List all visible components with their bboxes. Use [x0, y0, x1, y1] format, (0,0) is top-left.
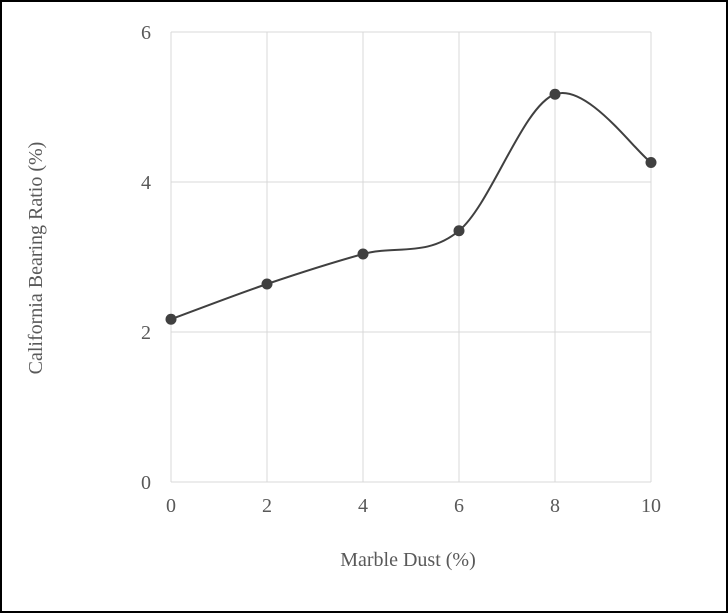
x-tick-label: 10	[641, 495, 661, 517]
data-point-marker	[645, 157, 657, 168]
data-point-marker	[357, 248, 369, 260]
tick-labels: 0 2 4 6 8 10 0 2 4 6	[141, 22, 661, 517]
y-tick-label: 0	[141, 472, 151, 494]
data-point-marker	[261, 278, 273, 290]
x-axis-title: Marble Dust (%)	[340, 549, 476, 571]
x-tick-label: 2	[262, 495, 272, 517]
y-axis-title: California Bearing Ratio (%)	[25, 142, 47, 375]
y-tick-label: 2	[141, 322, 151, 344]
data-point-marker	[165, 313, 177, 325]
series-line	[170, 91, 652, 321]
series-lines	[170, 91, 652, 321]
y-tick-label: 6	[141, 22, 151, 44]
data-point-marker	[453, 225, 465, 237]
x-tick-label: 4	[358, 495, 368, 517]
x-tick-label: 8	[550, 495, 560, 517]
x-tick-label: 0	[166, 495, 176, 517]
gridlines	[170, 31, 652, 483]
y-tick-label: 4	[141, 172, 151, 194]
data-point-marker	[549, 88, 561, 100]
data-points	[165, 88, 657, 325]
x-tick-label: 6	[454, 495, 464, 517]
